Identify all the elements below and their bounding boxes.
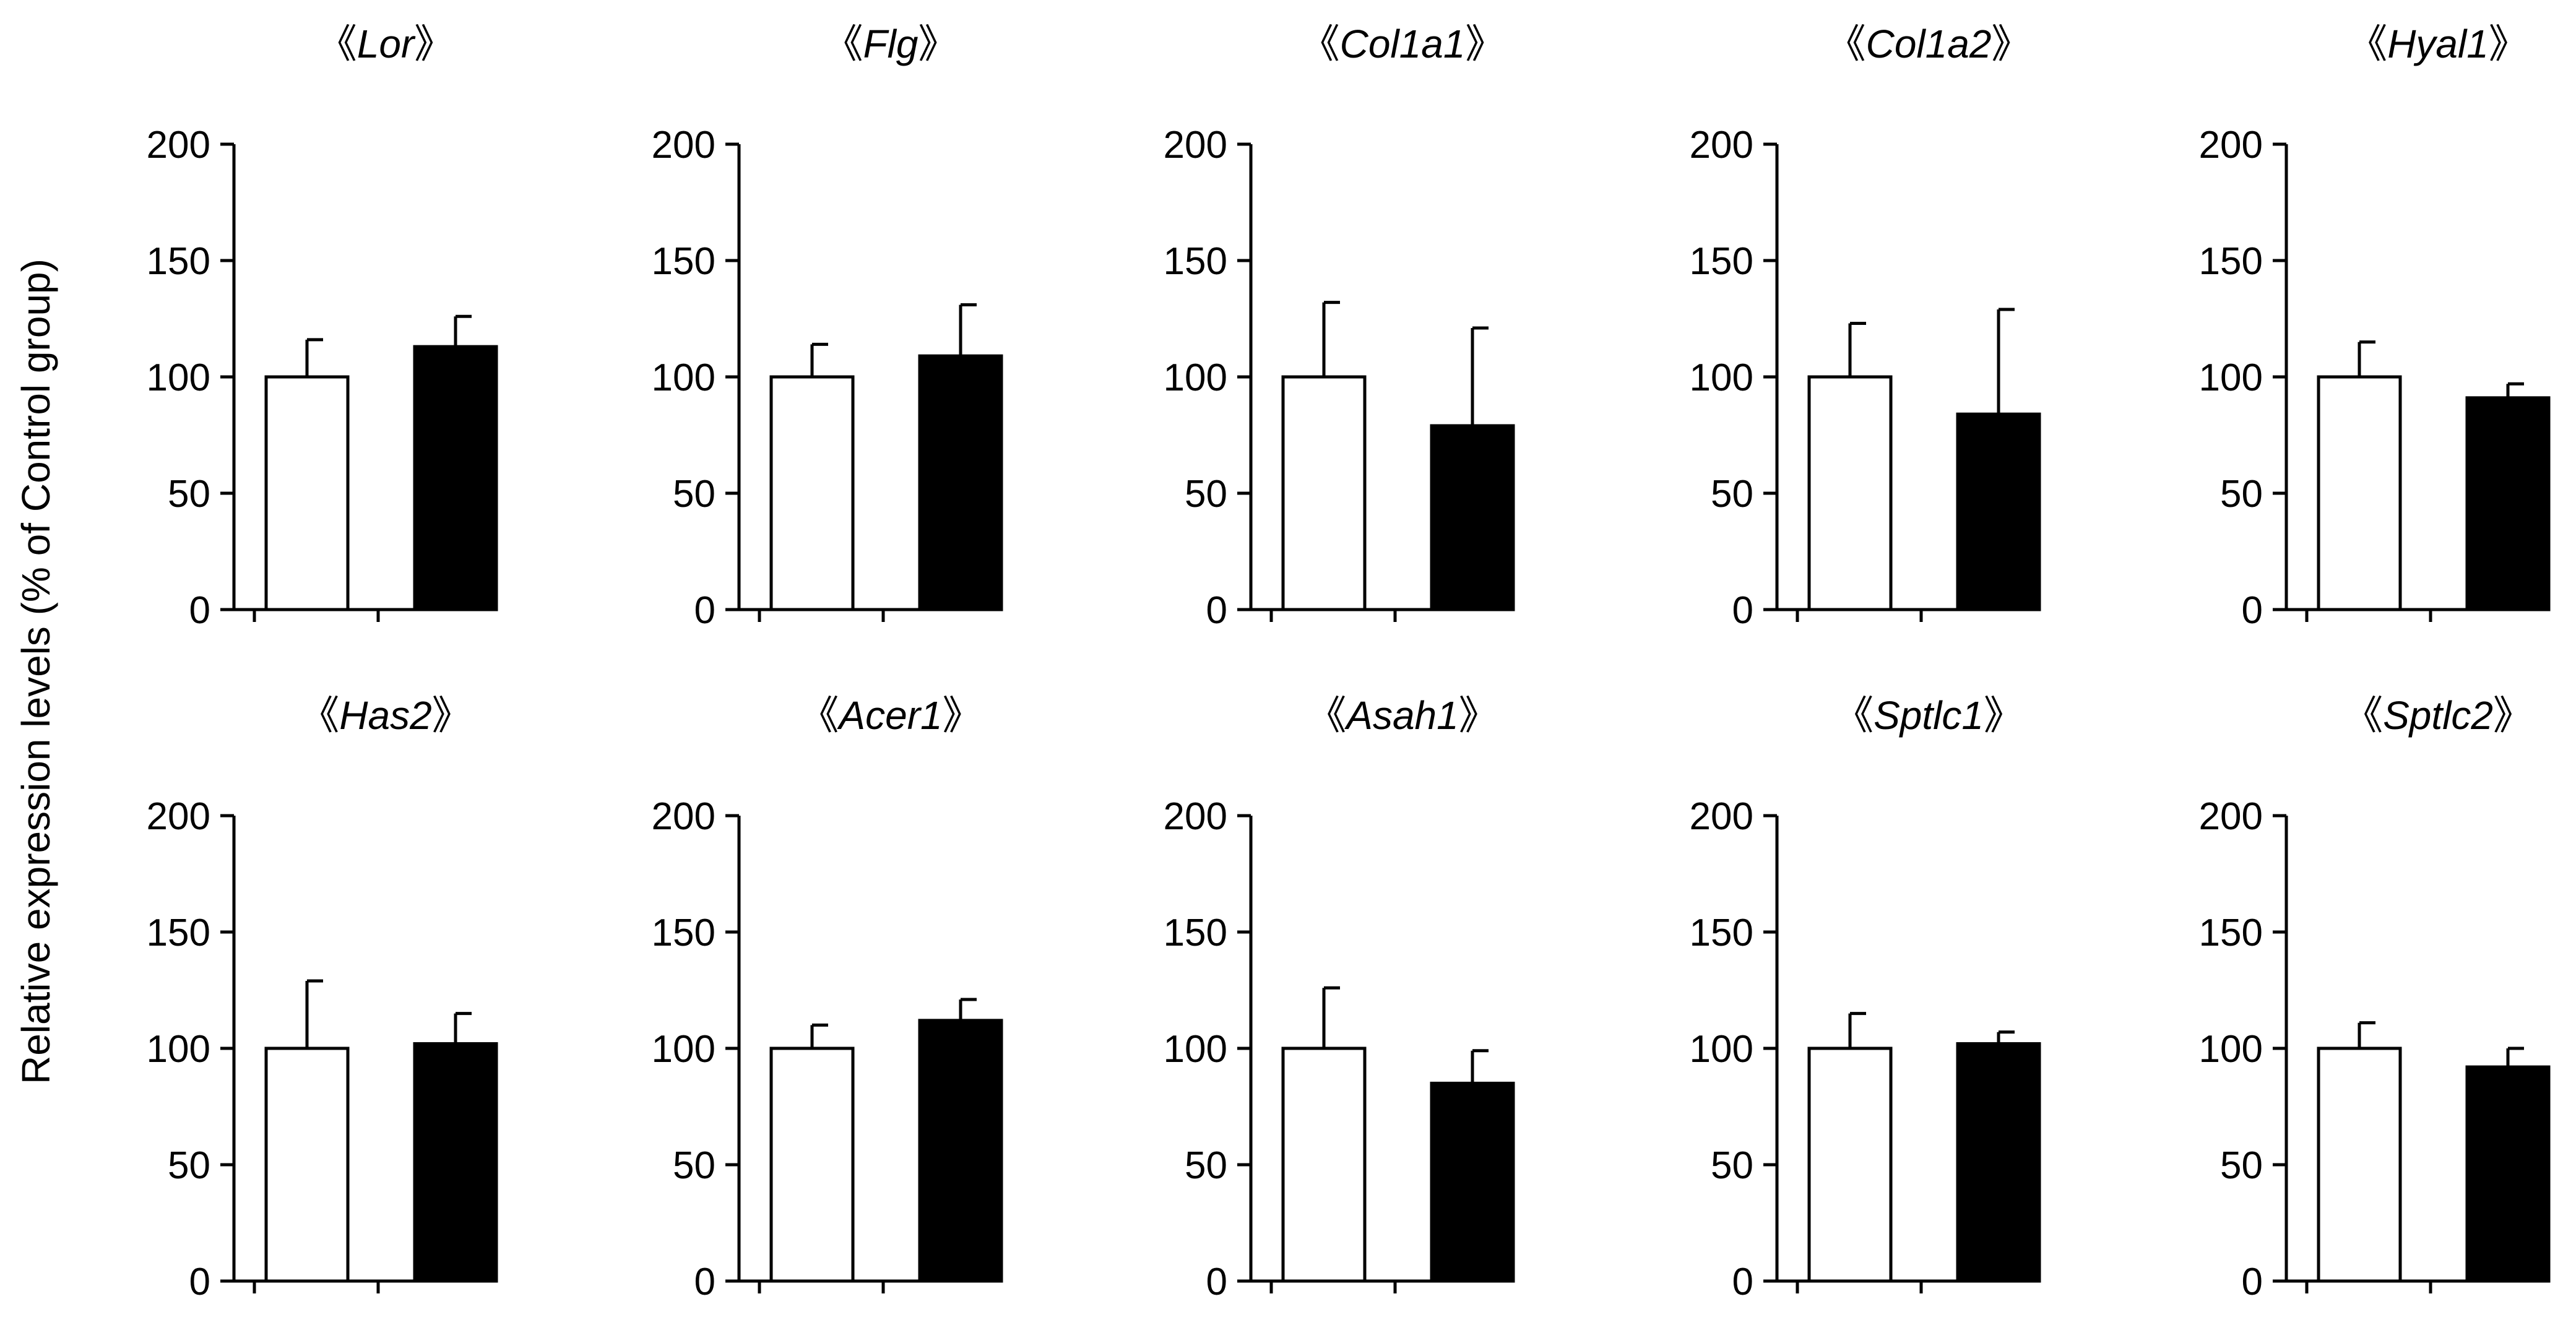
bar-control: [1807, 1047, 1893, 1283]
y-tick-label: 150: [147, 912, 210, 954]
bar-treated: [1430, 424, 1515, 611]
y-tick-label: 100: [652, 1028, 715, 1071]
chart-panel: 《Col1a1》 0 50 100 150 200: [1164, 22, 1515, 632]
bar-treated: [413, 345, 498, 611]
bar-treated: [2465, 1065, 2551, 1283]
chart-panel: 《Flg》 0 50 100 150 200: [652, 22, 1003, 632]
bar-control: [264, 375, 350, 611]
y-tick-label: 100: [2199, 1028, 2263, 1071]
y-tick-label: 0: [1206, 589, 1227, 632]
chart-title: 《Col1a1》: [1300, 22, 1505, 66]
chart-panel: 《Sptlc1》 0 50 100 150 200: [1690, 693, 2041, 1303]
bar-treated: [413, 1042, 498, 1283]
y-tick-label: 100: [147, 1028, 210, 1071]
y-tick-label: 150: [1164, 240, 1227, 283]
bar-control: [2317, 375, 2402, 611]
y-tick-label: 100: [1164, 356, 1227, 399]
y-tick-label: 0: [694, 1261, 715, 1303]
y-tick-label: 0: [189, 589, 210, 632]
chart-title: 《Asah1》: [1307, 693, 1498, 738]
y-tick-label: 200: [2199, 124, 2263, 166]
y-tick-label: 100: [2199, 356, 2263, 399]
y-tick-label: 200: [1690, 124, 1753, 166]
y-tick-label: 200: [1164, 124, 1227, 166]
y-tick-label: 100: [652, 356, 715, 399]
bar-control: [769, 1047, 855, 1283]
y-tick-label: 150: [2199, 240, 2263, 283]
y-tick-label: 50: [1185, 1144, 1227, 1187]
chart-title: 《Flg》: [824, 22, 958, 66]
bar-treated: [2465, 396, 2551, 611]
y-tick-label: 50: [1711, 1144, 1753, 1187]
bar-treated: [918, 354, 1003, 611]
y-tick-label: 0: [694, 589, 715, 632]
y-tick-label: 0: [1206, 1261, 1227, 1303]
y-tick-label: 200: [147, 124, 210, 166]
y-tick-label: 0: [2242, 1261, 2263, 1303]
y-tick-label: 50: [168, 473, 210, 516]
y-tick-label: 50: [2220, 473, 2263, 516]
y-tick-label: 150: [652, 240, 715, 283]
y-tick-label: 200: [652, 795, 715, 838]
chart-panel: 《Hyal1》 0 50 100 150 200: [2199, 22, 2551, 632]
chart-panel: 《Acer1》 0 50 100 150 200: [652, 693, 1003, 1303]
y-tick-label: 50: [673, 473, 715, 516]
y-tick-label: 150: [1164, 912, 1227, 954]
y-tick-label: 0: [1732, 589, 1753, 632]
y-tick-label: 150: [652, 912, 715, 954]
y-tick-label: 100: [1690, 356, 1753, 399]
chart-title: 《Sptlc1》: [1834, 693, 2023, 738]
y-tick-label: 150: [2199, 912, 2263, 954]
chart-title: 《Sptlc2》: [2343, 693, 2533, 738]
y-tick-label: 100: [1690, 1028, 1753, 1071]
bar-control: [264, 1047, 350, 1283]
chart-title: 《Lor》: [318, 22, 454, 66]
y-tick-label: 50: [673, 1144, 715, 1187]
bar-control: [2317, 1047, 2402, 1283]
bar-treated: [1956, 1042, 2041, 1283]
bar-control: [1281, 375, 1367, 611]
chart-title: 《Has2》: [300, 693, 471, 738]
chart-panel: 《Asah1》 0 50 100 150 200: [1164, 693, 1515, 1303]
y-tick-label: 150: [1690, 240, 1753, 283]
bar-treated: [1430, 1081, 1515, 1283]
y-tick-label: 50: [168, 1144, 210, 1187]
chart-panel: 《Has2》 0 50 100 150 200: [147, 693, 498, 1303]
chart-title: 《Col1a2》: [1826, 22, 2031, 66]
chart-title: 《Hyal1》: [2348, 22, 2528, 66]
y-tick-label: 0: [1732, 1261, 1753, 1303]
y-tick-label: 50: [1711, 473, 1753, 516]
bar-control: [1281, 1047, 1367, 1283]
y-tick-label: 50: [2220, 1144, 2263, 1187]
y-tick-label: 200: [652, 124, 715, 166]
chart-title: 《Acer1》: [799, 693, 982, 738]
y-tick-label: 100: [1164, 1028, 1227, 1071]
y-tick-label: 150: [147, 240, 210, 283]
y-tick-label: 200: [1164, 795, 1227, 838]
y-tick-label: 200: [2199, 795, 2263, 838]
y-tick-label: 0: [189, 1261, 210, 1303]
y-tick-label: 50: [1185, 473, 1227, 516]
y-tick-label: 200: [1690, 795, 1753, 838]
bar-treated: [1956, 412, 2041, 611]
chart-panel: 《Sptlc2》 0 50 100 150 200: [2199, 693, 2551, 1303]
bar-treated: [918, 1019, 1003, 1283]
chart-panel: 《Lor》 0 50 100 150 200: [147, 22, 498, 632]
y-tick-label: 0: [2242, 589, 2263, 632]
bar-control: [1807, 375, 1893, 611]
y-axis-label: Relative expression levels (% of Control…: [14, 259, 58, 1084]
y-tick-label: 150: [1690, 912, 1753, 954]
chart-panels: 《Lor》050100150200《Flg》050100150200《Col1a…: [147, 22, 2551, 1303]
bar-control: [769, 375, 855, 611]
y-tick-label: 100: [147, 356, 210, 399]
y-tick-label: 200: [147, 795, 210, 838]
chart-panel: 《Col1a2》 0 50 100 150 200: [1690, 22, 2041, 632]
